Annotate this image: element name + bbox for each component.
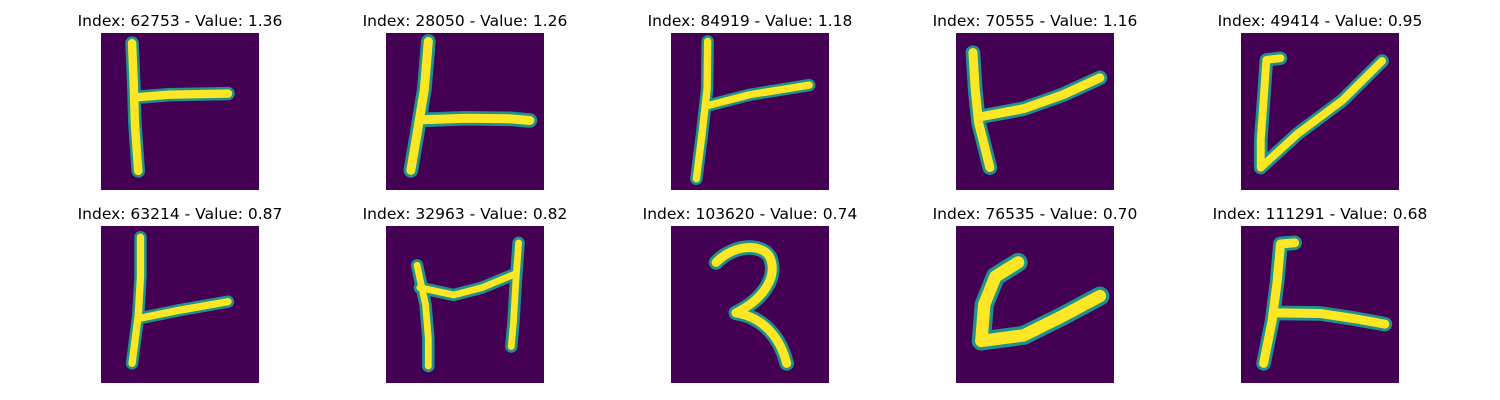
digit-image xyxy=(671,226,829,383)
digit-image xyxy=(386,33,544,190)
digit-image xyxy=(1241,226,1399,383)
panel-title: Index: 84919 - Value: 1.18 xyxy=(647,12,853,30)
digit-image xyxy=(101,33,259,190)
panel-title: Index: 63214 - Value: 0.87 xyxy=(77,205,283,223)
digit-image xyxy=(671,33,829,190)
digit-image xyxy=(956,33,1114,190)
digit-image xyxy=(956,226,1114,383)
panel-title: Index: 62753 - Value: 1.36 xyxy=(77,12,283,30)
panel-title: Index: 103620 - Value: 0.74 xyxy=(642,205,858,223)
panel-title: Index: 32963 - Value: 0.82 xyxy=(362,205,568,223)
panel-title: Index: 49414 - Value: 0.95 xyxy=(1217,12,1423,30)
panel-title: Index: 111291 - Value: 0.68 xyxy=(1212,205,1428,223)
panel-title: Index: 70555 - Value: 1.16 xyxy=(932,12,1138,30)
digit-image xyxy=(101,226,259,383)
panel-title: Index: 28050 - Value: 1.26 xyxy=(362,12,568,30)
digit-image xyxy=(1241,33,1399,190)
digit-image xyxy=(386,226,544,383)
panel-title: Index: 76535 - Value: 0.70 xyxy=(932,205,1138,223)
